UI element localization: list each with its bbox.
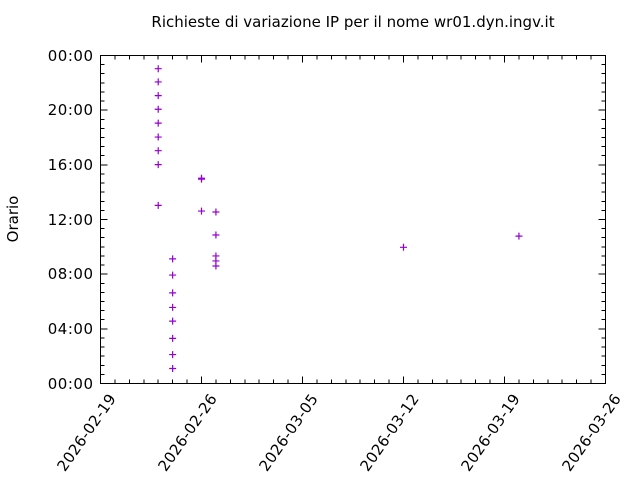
data-point-marker <box>154 92 162 100</box>
data-point-marker <box>154 119 162 127</box>
y-tick-label: 20:00 <box>47 101 94 120</box>
data-point-marker <box>198 207 205 215</box>
data-point-marker <box>212 252 220 260</box>
data-point-marker <box>154 65 162 73</box>
data-point-marker <box>169 334 177 342</box>
y-tick-label: 12:00 <box>47 210 94 229</box>
data-point-marker <box>169 271 177 279</box>
data-point-marker <box>212 208 220 216</box>
y-tick-label: 04:00 <box>47 319 94 338</box>
y-tick-label: 00:00 <box>47 46 94 65</box>
data-point-marker <box>154 201 162 209</box>
data-point-marker <box>212 231 220 239</box>
y-tick-label: 16:00 <box>47 155 94 174</box>
plot-border <box>100 55 606 384</box>
y-tick-label: 08:00 <box>47 265 94 284</box>
data-point-marker <box>198 174 205 182</box>
chart-title: Richieste di variazione IP per il nome w… <box>151 13 555 31</box>
data-point-marker <box>154 147 162 155</box>
data-point-marker <box>169 303 177 311</box>
data-point-marker <box>400 243 407 251</box>
data-point-marker <box>154 133 162 141</box>
data-point-marker <box>169 317 177 325</box>
data-point-marker <box>169 351 177 359</box>
data-point-marker <box>154 78 162 86</box>
y-tick-label: 00:00 <box>47 374 94 393</box>
data-point-marker <box>169 364 177 372</box>
data-point-marker <box>169 289 177 297</box>
data-point-marker <box>169 255 177 263</box>
data-point-marker <box>154 105 162 113</box>
data-point-marker <box>154 161 162 169</box>
data-point-marker <box>515 232 523 240</box>
